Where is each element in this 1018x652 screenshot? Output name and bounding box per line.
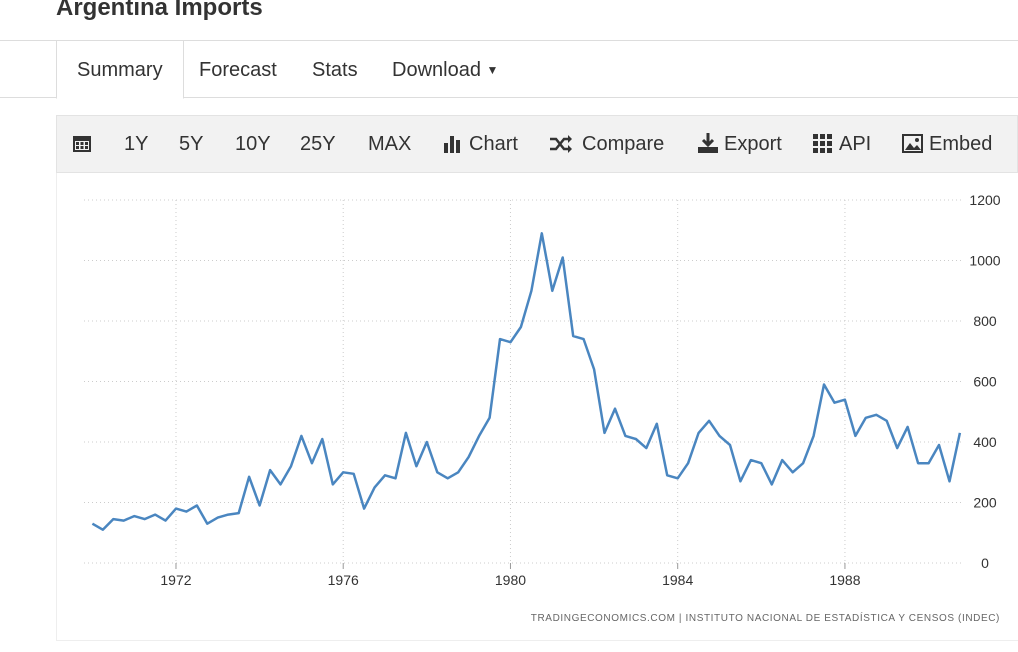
x-tick-label: 1988 (829, 572, 860, 588)
calendar-icon[interactable] (72, 133, 92, 153)
range-button[interactable]: 5Y (179, 133, 204, 155)
api-button[interactable]: API (839, 133, 872, 155)
data-line (91, 232, 962, 531)
tab[interactable]: Stats (312, 59, 358, 81)
api-icon (813, 134, 832, 153)
tab[interactable]: Forecast (199, 59, 277, 81)
embed-icon (902, 134, 923, 153)
x-tick-label: 1980 (495, 572, 526, 588)
x-tick-label: 1972 (160, 572, 191, 588)
x-tick-label: 1984 (662, 572, 693, 588)
compare-button[interactable]: Compare (582, 133, 665, 155)
y-tick-label: 400 (973, 434, 997, 450)
range-button[interactable]: 1Y (124, 133, 149, 155)
range-button[interactable]: 25Y (300, 133, 336, 155)
embed-button[interactable]: Embed (929, 133, 993, 155)
chart-icon (444, 136, 460, 153)
y-tick-label: 0 (981, 555, 989, 571)
export-button[interactable]: Export (724, 133, 782, 155)
y-tick-label: 600 (973, 374, 997, 390)
caret: ▼ (486, 63, 499, 77)
tab[interactable]: Download ▼ (392, 41, 498, 99)
export-icon (698, 133, 718, 153)
tab-bar: Summary Forecast Stats Download ▼ (0, 40, 1018, 99)
y-tick-label: 1200 (969, 192, 1000, 208)
chart: TRADINGECONOMICS.COM | INSTITUTO NACIONA… (84, 192, 1001, 624)
tab[interactable]: Summary (56, 40, 184, 99)
toolbar: 1Y 5Y 10Y 25Y MAX Chart Compare Export A… (56, 115, 1018, 173)
y-tick-label: 800 (973, 313, 997, 329)
range-button[interactable]: 10Y (235, 133, 271, 155)
chart-button[interactable]: Chart (469, 133, 518, 155)
source-note: TRADINGECONOMICS.COM | INSTITUTO NACIONA… (531, 611, 1000, 624)
tab-label: Download (392, 59, 481, 81)
x-tick-label: 1976 (328, 572, 359, 588)
y-tick-label: 1000 (969, 253, 1000, 269)
range-button[interactable]: MAX (368, 133, 412, 155)
chart-container (56, 173, 1018, 641)
y-tick-label: 200 (973, 495, 997, 511)
page-title: Argentina Imports (56, 0, 263, 21)
compare-icon (550, 135, 572, 153)
